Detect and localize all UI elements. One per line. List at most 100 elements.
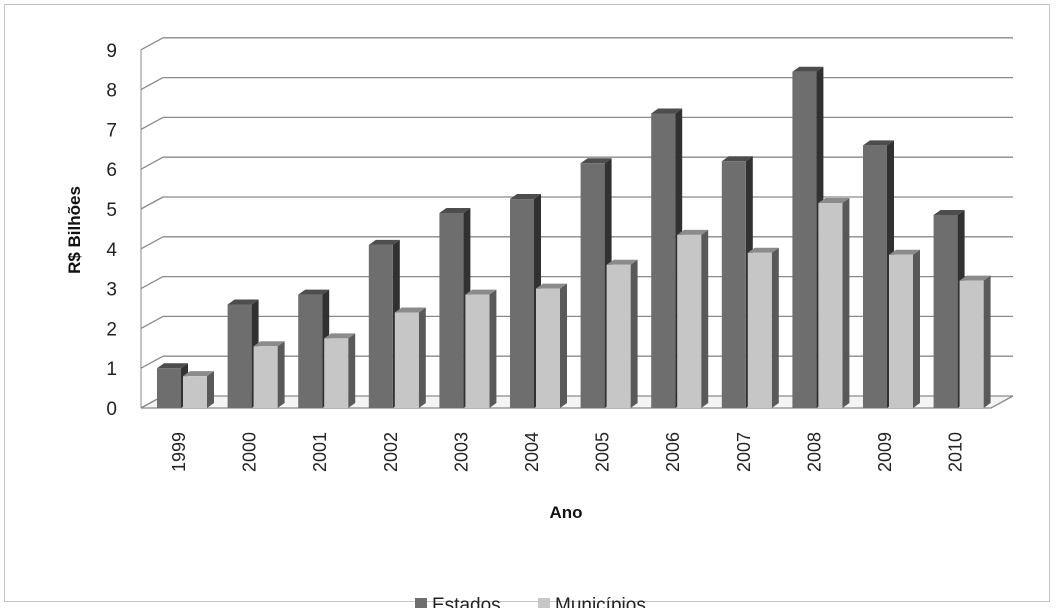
bar-top bbox=[606, 259, 638, 265]
bar-municpios-2001 bbox=[324, 333, 356, 408]
bar-front bbox=[889, 254, 913, 408]
y-tick-label: 5 bbox=[106, 200, 117, 221]
x-tick-label: 2004 bbox=[522, 432, 542, 472]
bar-municpios-2010 bbox=[959, 275, 991, 408]
gridline-side-8 bbox=[140, 77, 164, 91]
gridline-side-7 bbox=[140, 116, 164, 130]
bar-municpios-2007 bbox=[747, 247, 779, 408]
x-tick-label: 2002 bbox=[381, 432, 401, 472]
gridline-side-2 bbox=[140, 315, 164, 329]
bar-front bbox=[368, 244, 393, 408]
bar-top bbox=[580, 158, 612, 164]
bar-municpios-2008 bbox=[818, 198, 850, 408]
legend-swatch-estados bbox=[415, 598, 427, 608]
bar-front bbox=[721, 161, 746, 408]
bar-side bbox=[489, 289, 497, 408]
x-axis-title: Ano bbox=[549, 503, 582, 522]
y-tick-label: 1 bbox=[106, 359, 117, 380]
bar-top bbox=[959, 275, 991, 281]
bar-municpios-2003 bbox=[465, 289, 497, 408]
bar-front bbox=[677, 234, 702, 408]
bar-top bbox=[510, 194, 541, 200]
bar-front bbox=[933, 214, 958, 408]
bar-top bbox=[933, 209, 965, 215]
bar-front bbox=[536, 288, 560, 408]
legend: Estados Municípios bbox=[415, 595, 646, 608]
bar-side bbox=[701, 229, 709, 408]
bar-top bbox=[792, 66, 824, 72]
bar-front bbox=[651, 113, 676, 408]
bar-top bbox=[677, 229, 709, 235]
bar-top bbox=[439, 207, 471, 213]
bar-municpios-2000 bbox=[253, 341, 285, 408]
bar-front bbox=[324, 338, 349, 408]
bar-municpios-2005 bbox=[606, 259, 638, 408]
x-tick-label: 2008 bbox=[804, 432, 824, 472]
bar-front bbox=[439, 212, 464, 408]
y-tick-label: 9 bbox=[106, 41, 117, 62]
bar-side bbox=[771, 247, 779, 408]
x-tick-label: 2003 bbox=[451, 432, 471, 472]
bar-municpios-2002 bbox=[394, 307, 426, 408]
x-tick-label: 2010 bbox=[946, 432, 966, 472]
bar-municpios-2009 bbox=[889, 249, 920, 408]
bar-side bbox=[983, 275, 991, 408]
x-tick-label: 2006 bbox=[663, 432, 683, 472]
bar-side bbox=[560, 283, 567, 408]
bar-estados-2005 bbox=[580, 158, 612, 408]
bars-layer bbox=[157, 66, 991, 408]
axis-layer: 0 1 2 3 4 5 6 7 8 9 1999 2000 2001 2002 2003 2004 2005 20… bbox=[106, 41, 965, 472]
bar-front bbox=[580, 163, 605, 408]
gridline-side-4 bbox=[140, 236, 164, 250]
bar-side bbox=[630, 259, 638, 408]
y-tick-label: 0 bbox=[106, 399, 117, 420]
gridline-side-5 bbox=[140, 196, 164, 210]
x-tick-label: 2007 bbox=[734, 432, 754, 472]
bar-front bbox=[510, 199, 534, 408]
bar-top bbox=[747, 247, 779, 253]
bar-front bbox=[818, 203, 843, 408]
bar-front bbox=[606, 264, 631, 408]
bar-top bbox=[536, 283, 567, 289]
bar-front bbox=[863, 145, 887, 408]
bar-top bbox=[298, 289, 330, 295]
bar-front bbox=[227, 304, 252, 408]
bar-front bbox=[792, 71, 817, 408]
y-tick-label: 3 bbox=[106, 280, 117, 301]
bar-municpios-1999 bbox=[183, 371, 214, 408]
x-tick-label: 2000 bbox=[240, 432, 260, 472]
bar-top bbox=[651, 108, 683, 114]
bar-top bbox=[863, 140, 894, 146]
y-tick-label: 4 bbox=[106, 240, 117, 261]
x-tick-label: 2001 bbox=[310, 432, 330, 472]
bar-top bbox=[721, 156, 753, 162]
bar-side bbox=[207, 371, 214, 408]
y-tick-label: 8 bbox=[106, 81, 117, 102]
bar-top bbox=[394, 307, 426, 313]
gridline-side-6 bbox=[140, 156, 164, 170]
bar-front bbox=[183, 376, 207, 408]
bar-side bbox=[418, 307, 426, 408]
x-tick-label: 2009 bbox=[875, 432, 895, 472]
bar-front bbox=[959, 280, 984, 408]
gridline-side-3 bbox=[140, 276, 164, 290]
bar-front bbox=[394, 312, 419, 408]
bar-side bbox=[842, 198, 850, 408]
bar-front bbox=[465, 294, 490, 408]
bar-top bbox=[227, 299, 259, 305]
bar-municpios-2004 bbox=[536, 283, 567, 408]
x-tick-label: 1999 bbox=[169, 432, 189, 472]
gridline-side-1 bbox=[140, 355, 164, 369]
bar-side bbox=[348, 333, 356, 408]
bar-front bbox=[747, 252, 772, 408]
bar-top bbox=[253, 341, 285, 347]
bar-top bbox=[818, 198, 850, 204]
bar-estados-1999 bbox=[157, 363, 188, 408]
bar-top bbox=[157, 363, 188, 369]
bar-side bbox=[277, 341, 285, 408]
bar-top bbox=[183, 371, 214, 377]
bar-top bbox=[465, 289, 497, 295]
bar-municpios-2006 bbox=[677, 229, 709, 408]
bar-top bbox=[889, 249, 920, 255]
